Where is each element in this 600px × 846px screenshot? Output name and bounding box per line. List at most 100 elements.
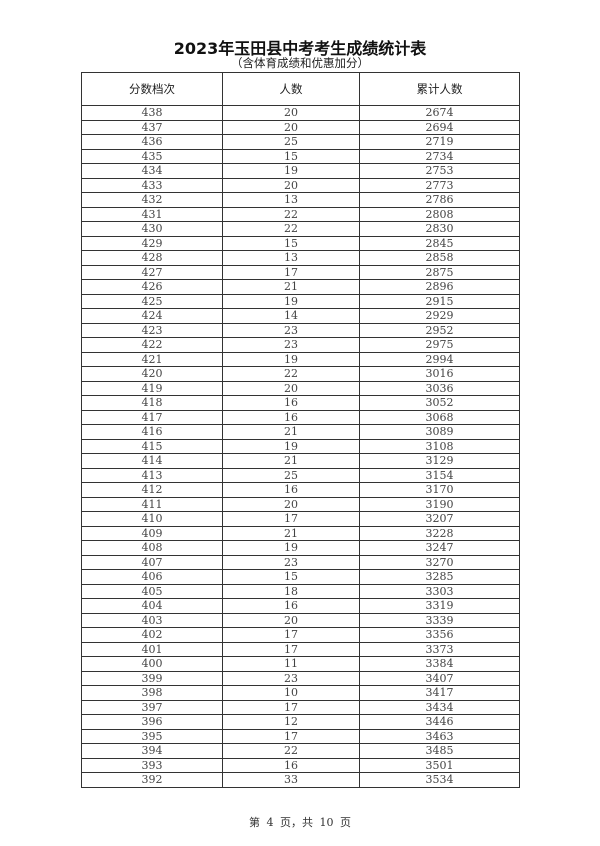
cell-cumulative: 3016	[359, 366, 520, 382]
cell-score-level: 426	[81, 279, 223, 295]
cell-score-level: 417	[81, 409, 223, 425]
cell-score-level: 414	[81, 453, 223, 469]
table-row: 399 23 3407	[81, 670, 520, 686]
table-row: 412 16 3170	[81, 482, 520, 498]
cell-cumulative: 3207	[359, 511, 520, 527]
cell-cumulative: 3270	[359, 554, 520, 570]
table-row: 421 19 2994	[81, 351, 520, 367]
cell-score-level: 421	[81, 351, 223, 367]
table-row: 434 19 2753	[81, 163, 520, 179]
cell-cumulative: 3356	[359, 627, 520, 643]
table-body: 438 20 2674 437 20 2694 436 25 2719 435 15 2734 434 1…	[81, 105, 520, 788]
cell-cumulative: 3154	[359, 467, 520, 483]
cell-count: 23	[222, 670, 360, 686]
cell-cumulative: 2719	[359, 134, 520, 150]
table-row: 396 12 3446	[81, 714, 520, 730]
cell-count: 18	[222, 583, 360, 599]
table-row: 411 20 3190	[81, 496, 520, 512]
cell-score-level: 420	[81, 366, 223, 382]
cell-score-level: 419	[81, 380, 223, 396]
cell-score-level: 416	[81, 424, 223, 440]
cell-score-level: 410	[81, 511, 223, 527]
cell-cumulative: 3190	[359, 496, 520, 512]
cell-count: 21	[222, 424, 360, 440]
table-row: 428 13 2858	[81, 250, 520, 266]
cell-cumulative: 3501	[359, 757, 520, 773]
cell-score-level: 406	[81, 569, 223, 585]
cell-score-level: 433	[81, 177, 223, 193]
cell-cumulative: 2808	[359, 206, 520, 222]
cell-score-level: 418	[81, 395, 223, 411]
cell-cumulative: 3036	[359, 380, 520, 396]
table-row: 401 17 3373	[81, 641, 520, 657]
cell-score-level: 392	[81, 772, 223, 788]
cell-count: 25	[222, 134, 360, 150]
cell-count: 22	[222, 743, 360, 759]
cell-count: 16	[222, 598, 360, 614]
cell-score-level: 411	[81, 496, 223, 512]
table-row: 424 14 2929	[81, 308, 520, 324]
table-row: 416 21 3089	[81, 424, 520, 440]
cell-count: 22	[222, 221, 360, 237]
cell-count: 13	[222, 192, 360, 208]
cell-count: 20	[222, 177, 360, 193]
cell-cumulative: 3485	[359, 743, 520, 759]
cell-count: 19	[222, 438, 360, 454]
cell-score-level: 431	[81, 206, 223, 222]
cell-cumulative: 3108	[359, 438, 520, 454]
cell-count: 16	[222, 482, 360, 498]
table-row: 432 13 2786	[81, 192, 520, 208]
cell-score-level: 413	[81, 467, 223, 483]
cell-cumulative: 2734	[359, 148, 520, 164]
cell-score-level: 404	[81, 598, 223, 614]
cell-cumulative: 3068	[359, 409, 520, 425]
page-number: 第 4 页，共 10 页	[249, 816, 351, 829]
cell-score-level: 393	[81, 757, 223, 773]
cell-cumulative: 3463	[359, 728, 520, 744]
cell-count: 17	[222, 699, 360, 715]
cell-cumulative: 2896	[359, 279, 520, 295]
page-subtitle: （含体育成绩和优惠加分）	[231, 56, 369, 70]
cell-cumulative: 3129	[359, 453, 520, 469]
table-row: 400 11 3384	[81, 656, 520, 672]
table-row: 408 19 3247	[81, 540, 520, 556]
cell-score-level: 422	[81, 337, 223, 353]
cell-cumulative: 3373	[359, 641, 520, 657]
cell-count: 23	[222, 322, 360, 338]
cell-score-level: 423	[81, 322, 223, 338]
table-row: 393 16 3501	[81, 757, 520, 773]
cell-count: 16	[222, 395, 360, 411]
cell-score-level: 438	[81, 105, 223, 121]
cell-count: 16	[222, 757, 360, 773]
cell-score-level: 401	[81, 641, 223, 657]
table-row: 427 17 2875	[81, 264, 520, 280]
table-row: 433 20 2773	[81, 177, 520, 193]
table-row: 409 21 3228	[81, 525, 520, 541]
cell-count: 23	[222, 337, 360, 353]
cell-score-level: 415	[81, 438, 223, 454]
cell-cumulative: 2845	[359, 235, 520, 251]
cell-cumulative: 3089	[359, 424, 520, 440]
cell-score-level: 437	[81, 119, 223, 135]
cell-score-level: 432	[81, 192, 223, 208]
table-row: 413 25 3154	[81, 467, 520, 483]
cell-count: 19	[222, 293, 360, 309]
header-count: 人数	[222, 72, 360, 106]
cell-count: 19	[222, 540, 360, 556]
cell-count: 13	[222, 250, 360, 266]
cell-cumulative: 3319	[359, 598, 520, 614]
table-row: 414 21 3129	[81, 453, 520, 469]
cell-count: 16	[222, 409, 360, 425]
page-title: 2023年玉田县中考考生成绩统计表	[173, 39, 427, 58]
table-row: 403 20 3339	[81, 612, 520, 628]
cell-cumulative: 3534	[359, 772, 520, 788]
cell-cumulative: 3446	[359, 714, 520, 730]
cell-count: 22	[222, 206, 360, 222]
cell-cumulative: 2915	[359, 293, 520, 309]
cell-score-level: 396	[81, 714, 223, 730]
cell-score-level: 398	[81, 685, 223, 701]
cell-count: 20	[222, 380, 360, 396]
cell-score-level: 397	[81, 699, 223, 715]
cell-score-level: 425	[81, 293, 223, 309]
cell-score-level: 395	[81, 728, 223, 744]
